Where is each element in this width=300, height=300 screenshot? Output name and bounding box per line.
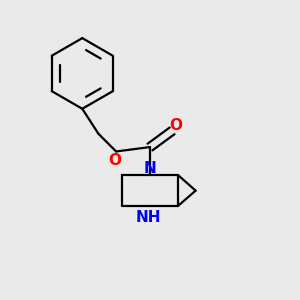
Text: O: O [169,118,182,133]
Text: O: O [108,153,121,168]
Text: N: N [144,161,156,176]
Text: NH: NH [136,210,161,225]
